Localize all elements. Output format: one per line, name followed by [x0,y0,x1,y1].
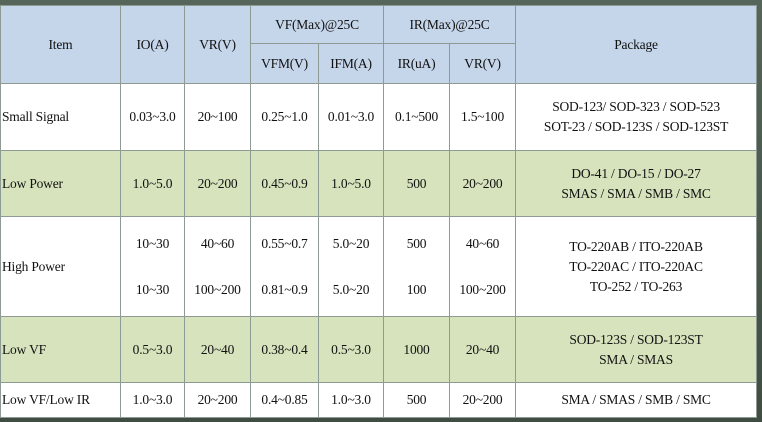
row-vr2: 20~200 [449,382,517,418]
row-ifm-value: 5.0~20 [332,281,370,297]
row-package: SMA / SMAS / SMB / SMC [515,382,758,418]
row-vr2: 40~60 100~200 [449,216,517,317]
header-vr2: VR(V) [449,43,517,84]
header-item: Item [0,5,121,84]
row-ir: 500 [383,150,451,217]
row-vr2: 20~40 [449,316,517,383]
header-ifm: IFM(A) [317,43,385,84]
table-row: Low VF/Low IR 1.0~3.0 20~200 0.4~0.85 1.… [0,382,758,418]
row-io: 0.5~3.0 [120,316,185,383]
package-line: SOD-123S / SOD-123ST [569,331,703,347]
row-package: DO-41 / DO-15 / DO-27 SMAS / SMA / SMB /… [515,150,758,217]
row-package: SOD-123/ SOD-323 / SOD-523 SOT-23 / SOD-… [515,83,758,151]
row-ir-value: 100 [406,281,427,297]
row-vfm: 0.25~1.0 [250,83,319,151]
row-ir: 500 [383,382,451,418]
row-item: Low VF/Low IR [0,382,121,418]
row-ifm: 0.01~3.0 [317,83,385,151]
row-vfm: 0.4~0.85 [250,382,319,418]
row-vr: 20~200 [184,382,251,418]
package-line: SMA / SMAS / SMB / SMC [561,392,711,407]
table-row: Small Signal 0.03~3.0 20~100 0.25~1.0 0.… [0,83,758,151]
row-item: Low Power [0,150,121,217]
row-ifm-value: 5.0~20 [332,235,370,251]
package-line: SOT-23 / SOD-123S / SOD-123ST [543,119,729,134]
row-ir-value: 500 [406,235,427,251]
row-vr2: 1.5~100 [449,83,517,151]
row-ifm: 5.0~20 5.0~20 [317,216,385,317]
package-line: TO-220AB / ITO-220AB [569,238,703,254]
row-vr-value: 40~60 [200,235,235,251]
diode-spec-table: Item IO(A) VR(V) VF(Max)@25C IR(Max)@25C… [0,5,758,418]
package-line: SMAS / SMA / SMB / SMC [561,185,711,201]
row-item: High Power [0,216,121,317]
header-ir-group: IR(Max)@25C [383,5,517,44]
header-row-sub: VFM(V) IFM(A) IR(uA) VR(V) [1,43,757,84]
row-io-value: 10~30 [135,235,170,251]
row-ir: 1000 [383,316,451,383]
row-vr: 20~40 [184,316,251,383]
row-vr2: 20~200 [449,150,517,217]
package-line: SMA / SMAS [599,351,673,367]
row-io: 1.0~5.0 [120,150,185,217]
row-vfm: 0.45~0.9 [250,150,319,217]
table-row: Low VF 0.5~3.0 20~40 0.38~0.4 0.5~3.0 10… [0,316,758,383]
row-item: Low VF [0,316,121,383]
row-io: 0.03~3.0 [120,83,185,151]
row-vr: 20~100 [184,83,251,151]
row-ir: 500 100 [383,216,451,317]
row-package: SOD-123S / SOD-123ST SMA / SMAS [515,316,758,383]
row-vr2-value: 100~200 [459,281,506,297]
row-vr2-value: 40~60 [465,235,500,251]
row-item: Small Signal [0,83,121,151]
row-package: TO-220AB / ITO-220AB TO-220AC / ITO-220A… [515,216,758,317]
header-io: IO(A) [120,5,185,84]
table-row: Low Power 1.0~5.0 20~200 0.45~0.9 1.0~5.… [0,150,758,217]
header-vfm: VFM(V) [250,43,319,84]
package-line: DO-41 / DO-15 / DO-27 [571,165,701,181]
row-vfm: 0.38~0.4 [250,316,319,383]
package-line: SOD-123/ SOD-323 / SOD-523 [552,99,720,114]
row-ifm: 0.5~3.0 [317,316,385,383]
row-ir: 0.1~500 [383,83,451,151]
row-vfm-value: 0.55~0.7 [261,235,308,251]
header-ir: IR(uA) [383,43,451,84]
package-line: TO-220AC / ITO-220AC [569,258,703,274]
header-vf-group: VF(Max)@25C [249,5,385,44]
package-line: TO-252 / TO-263 [589,278,683,294]
row-vfm: 0.55~0.7 0.81~0.9 [250,216,319,317]
row-io: 1.0~3.0 [120,382,185,418]
row-vr: 20~200 [184,150,251,217]
header-package: Package [515,5,758,84]
row-ifm: 1.0~5.0 [317,150,385,217]
row-ifm: 1.0~3.0 [317,382,385,418]
table-row: High Power 10~30 10~30 40~60 100~200 0.5… [0,216,758,317]
header-row-top: Item IO(A) VR(V) VF(Max)@25C IR(Max)@25C… [0,5,758,84]
row-io-value: 10~30 [135,281,170,297]
header-vr: VR(V) [184,5,251,84]
row-io: 10~30 10~30 [120,216,185,317]
row-vr: 40~60 100~200 [184,216,251,317]
row-vr-value: 100~200 [194,281,241,297]
row-vfm-value: 0.81~0.9 [261,281,308,297]
